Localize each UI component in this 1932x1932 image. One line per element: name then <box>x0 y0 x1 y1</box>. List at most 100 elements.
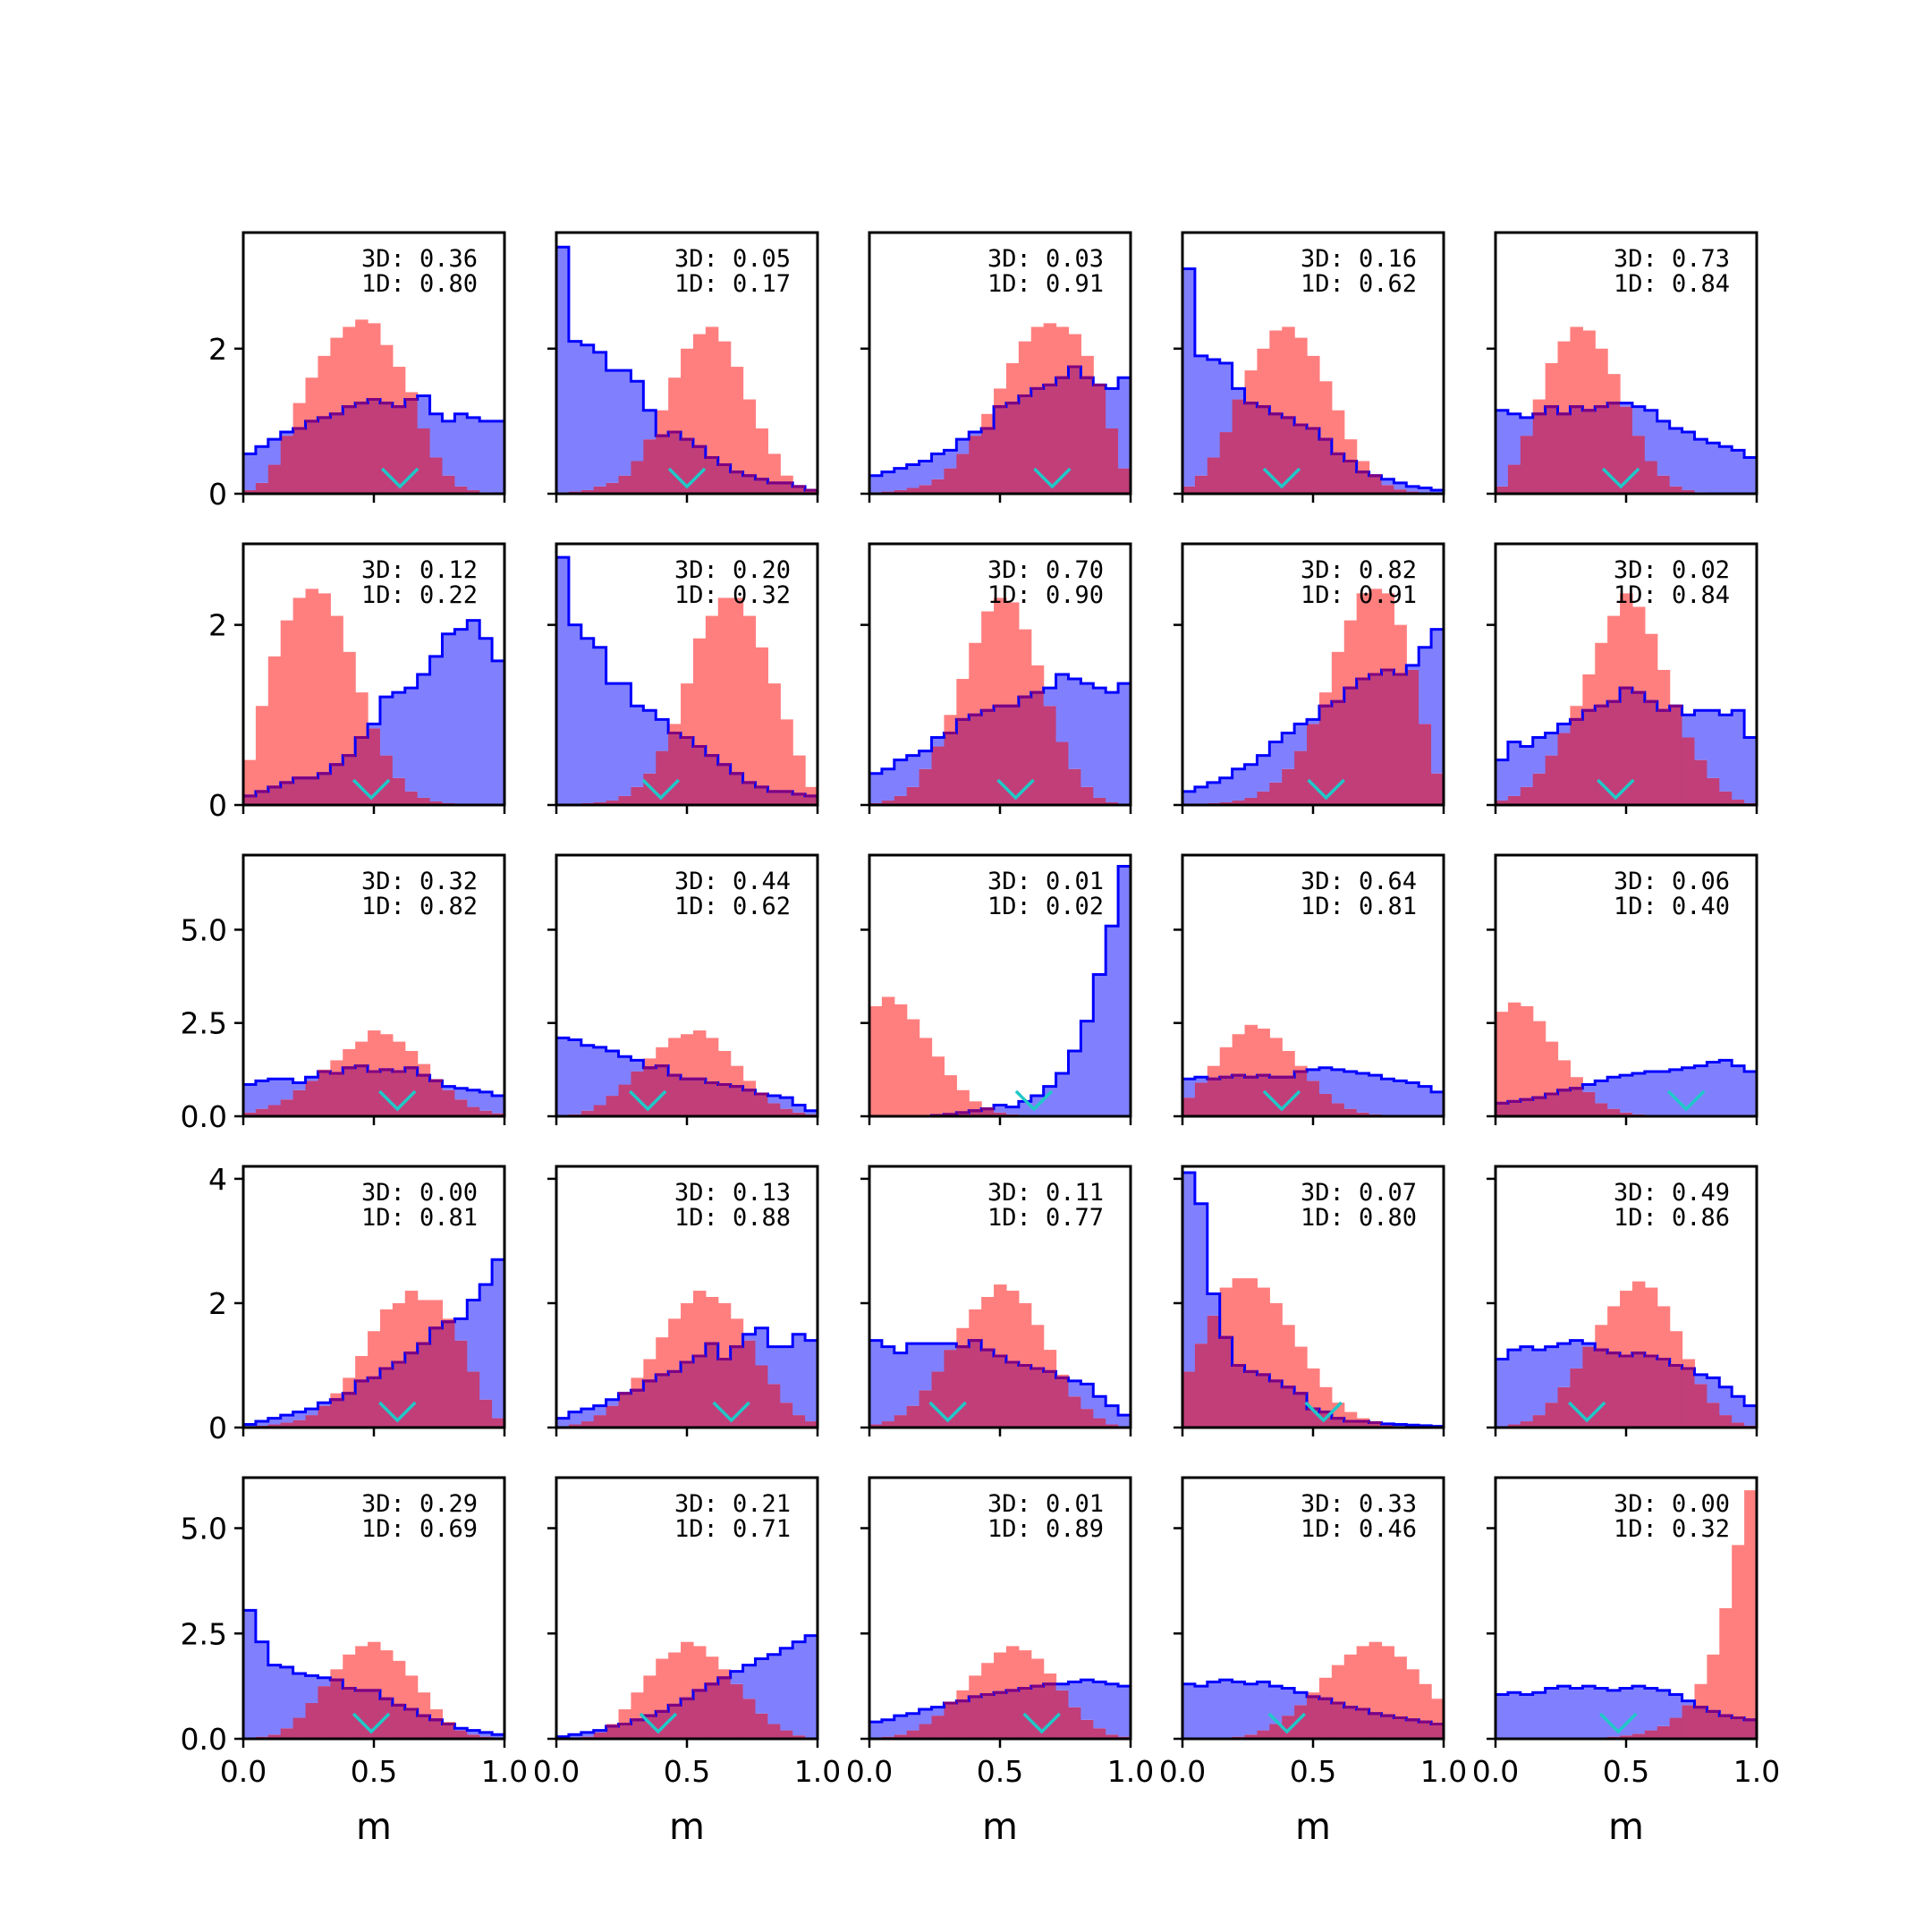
red-bar <box>429 1300 444 1328</box>
red-bar <box>944 1075 957 1114</box>
overlap-bar <box>1570 719 1583 805</box>
blue-bar <box>1694 1065 1707 1116</box>
blue-bar <box>1194 355 1208 476</box>
overlap-bar <box>379 755 394 805</box>
red-bar <box>705 1657 719 1684</box>
overlap-bar <box>1093 385 1106 494</box>
blue-bar <box>267 1418 282 1425</box>
blue-bar <box>556 247 570 493</box>
overlap-bar <box>568 1424 582 1428</box>
red-bar <box>944 715 957 733</box>
red-bar <box>1607 1306 1621 1353</box>
red-bar <box>969 642 982 716</box>
score-annotation: 3D: 0.33 <box>1301 1490 1417 1518</box>
overlap-bar <box>368 1377 381 1428</box>
overlap-bar <box>1744 1719 1757 1739</box>
red-bar <box>1607 615 1621 702</box>
red-bar <box>981 1663 995 1695</box>
overlap-bar <box>280 1099 294 1116</box>
blue-bar <box>1520 1346 1534 1422</box>
overlap-bar <box>1207 457 1221 494</box>
score-annotation: 3D: 0.82 <box>1301 556 1417 584</box>
overlap-bar <box>1318 706 1333 805</box>
blue-bar <box>1644 1071 1658 1116</box>
overlap-bar <box>805 489 818 494</box>
overlap-bar <box>767 1384 781 1428</box>
red-bar <box>1269 1038 1283 1078</box>
blue-bar <box>994 1105 1007 1113</box>
red-bar <box>631 1692 644 1720</box>
overlap-bar <box>730 1086 744 1116</box>
red-bar <box>1207 1065 1221 1080</box>
red-bar <box>1631 1281 1646 1353</box>
overlap-bar <box>1043 1683 1057 1739</box>
blue-bar <box>1520 746 1534 787</box>
overlap-bar <box>1582 1091 1596 1116</box>
red-bar <box>267 656 282 787</box>
red-bar <box>1644 1287 1658 1357</box>
x-axis-label: m <box>1295 1805 1331 1848</box>
marker-icon <box>712 1401 750 1423</box>
overlap-bar <box>692 446 707 494</box>
blue-bar <box>780 1097 793 1109</box>
overlap-bar <box>1368 475 1383 494</box>
blue-bar <box>1631 1686 1646 1734</box>
red-bar <box>1406 1669 1419 1720</box>
red-bar <box>643 1359 657 1381</box>
blue-bar <box>767 1654 781 1724</box>
overlap-bar <box>1307 1696 1320 1739</box>
overlap-bar <box>1080 1719 1094 1739</box>
red-bar <box>1595 348 1608 407</box>
overlap-bar <box>668 1371 682 1428</box>
overlap-bar <box>681 1079 694 1116</box>
overlap-bar <box>1356 679 1370 805</box>
overlap-step-line <box>1694 1706 1757 1722</box>
blue-bar <box>454 1088 468 1100</box>
overlap-bar <box>1557 413 1572 494</box>
blue-bar <box>1620 1688 1633 1736</box>
red-bar <box>631 1377 644 1391</box>
x-tick-label: 1.0 <box>1420 1754 1467 1789</box>
marker-icon <box>1022 1712 1061 1734</box>
marker-icon <box>1599 1712 1638 1734</box>
red-bar <box>692 1030 707 1080</box>
overlap-bar <box>1307 1080 1320 1116</box>
overlap-step-line <box>956 1339 1069 1379</box>
red-bar <box>1343 620 1358 689</box>
blue-bar <box>1106 1683 1119 1735</box>
blue-bar <box>767 1096 781 1104</box>
blue-bar <box>1294 724 1308 751</box>
histogram-bars <box>243 589 504 805</box>
blue-bar <box>1557 724 1572 733</box>
overlap-bar <box>1093 1728 1106 1739</box>
red-bar <box>1318 1386 1333 1412</box>
blue-bar <box>1707 443 1720 494</box>
red-bar <box>1557 341 1572 414</box>
overlap-bar <box>593 486 607 494</box>
score-annotation: 1D: 0.86 <box>1614 1204 1730 1232</box>
red-bar <box>931 1056 945 1116</box>
blue-bar <box>1068 679 1081 769</box>
blue-bar <box>1719 715 1733 792</box>
overlap-bar <box>956 719 970 805</box>
blue-bar <box>931 453 945 479</box>
red-bar <box>355 319 369 403</box>
overlap-bar <box>730 1346 744 1428</box>
blue-bar <box>1557 1686 1572 1739</box>
overlap-bar <box>981 710 995 805</box>
overlap-bar <box>969 1110 982 1116</box>
red-bar <box>705 1297 719 1344</box>
blue-bar <box>1694 1374 1707 1385</box>
blue-bar <box>467 1089 480 1107</box>
red-bar <box>767 453 781 483</box>
overlap-step-line <box>1307 1695 1444 1726</box>
blue-bar <box>1381 1079 1394 1116</box>
red-bar <box>805 786 818 796</box>
score-annotation: 3D: 0.02 <box>1614 556 1730 584</box>
blue-bar <box>931 737 945 747</box>
overlap-bar <box>330 1399 343 1428</box>
blue-bar <box>792 1641 806 1736</box>
overlap-step-line <box>1532 402 1621 416</box>
blue-bar <box>1055 1683 1070 1690</box>
blue-bar <box>593 647 607 802</box>
